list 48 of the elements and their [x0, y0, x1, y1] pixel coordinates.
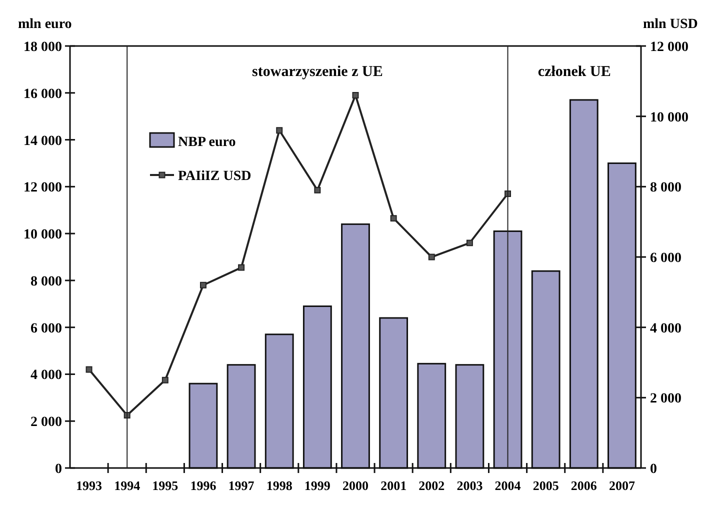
y-tick-label: 14 000 — [24, 134, 62, 149]
point — [314, 186, 321, 194]
point — [428, 254, 435, 260]
point — [238, 264, 245, 271]
annotation: stowarzyszenie z UE — [252, 64, 383, 80]
x-tick-label: 1999 — [304, 478, 331, 493]
point — [86, 366, 92, 373]
y-tick-label: 0 — [55, 462, 62, 477]
y-tick-label: 18 000 — [24, 40, 62, 55]
x-tick-label: 1998 — [266, 478, 293, 493]
annotation: członek UE — [538, 64, 611, 80]
y-tick-label: 10 000 — [24, 228, 62, 243]
y2-tick-label: 8 000 — [650, 180, 682, 196]
x-tick-label: 1994 — [114, 478, 141, 493]
point — [390, 215, 397, 222]
point — [352, 92, 359, 98]
y2-tick-label: 12 000 — [650, 40, 688, 55]
point — [162, 376, 168, 384]
y-axis-title: mln euro — [18, 17, 72, 32]
y2-tick-label: 4 000 — [650, 321, 682, 336]
point — [466, 240, 473, 246]
x-tick-label: 1996 — [190, 478, 217, 493]
legend-label: NBP euro — [178, 135, 236, 150]
x-tick-label: 2004 — [494, 478, 522, 493]
y2-tick-label: 10 000 — [650, 110, 688, 126]
y-tick-label: 2 000 — [30, 415, 62, 430]
y-tick-label: 12 000 — [24, 180, 62, 196]
y-tick-label: 6 000 — [30, 321, 62, 336]
x-tick-label: 1995 — [152, 478, 179, 493]
x-tick-label: 2006 — [570, 478, 598, 493]
x-tick-label: 2003 — [456, 478, 484, 493]
x-tick-label: 1997 — [228, 478, 255, 493]
y2-axis-title: mln USD — [643, 17, 698, 32]
point — [276, 127, 283, 134]
y-tick-label: 8 000 — [30, 274, 62, 290]
legend-label: PAIiIZ USD — [178, 169, 252, 184]
y2-tick-label: 2 000 — [650, 392, 682, 407]
x-tick-label: 1993 — [76, 478, 103, 493]
point — [200, 282, 206, 288]
x-tick-label: 2007 — [608, 478, 636, 493]
y2-tick-label: 6 000 — [650, 251, 682, 266]
y-tick-label: 16 000 — [24, 86, 62, 102]
x-tick-label: 2000 — [342, 478, 368, 493]
x-tick-label: 2001 — [380, 478, 407, 493]
y-tick-label: 4 000 — [30, 368, 62, 384]
x-tick-label: 2002 — [418, 478, 445, 493]
y2-tick-label: 0 — [650, 462, 657, 477]
x-tick-label: 2005 — [532, 478, 560, 493]
